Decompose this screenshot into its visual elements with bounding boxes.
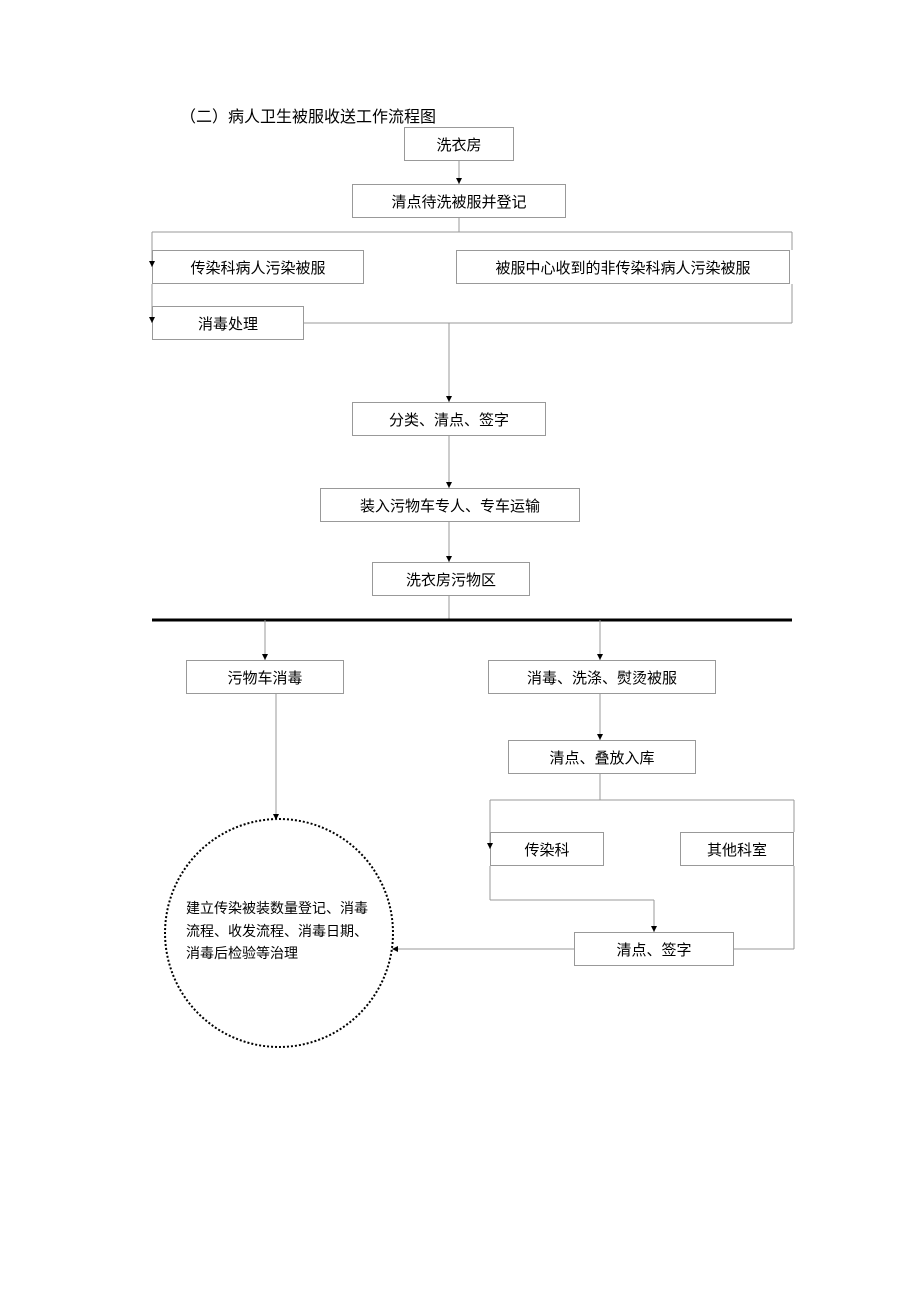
node-label: 传染科病人污染被服 [190, 257, 325, 278]
flowchart-title: （二）病人卫生被服收送工作流程图 [180, 103, 436, 127]
node-classify: 分类、清点、签字 [352, 402, 546, 436]
node-infectious-clothes: 传染科病人污染被服 [152, 250, 364, 284]
node-label: 被服中心收到的非传染科病人污染被服 [495, 257, 750, 278]
circle-note: 建立传染被装数量登记、消毒流程、收发流程、消毒日期、消毒后检验等治理 [164, 818, 394, 1048]
circle-note-text: 建立传染被装数量登记、消毒流程、收发流程、消毒日期、消毒后检验等治理 [186, 899, 372, 966]
node-wash-iron: 消毒、洗涤、熨烫被服 [488, 660, 716, 694]
node-noninfectious-clothes: 被服中心收到的非传染科病人污染被服 [456, 250, 790, 284]
node-label: 清点、签字 [616, 939, 691, 960]
node-label: 消毒、洗涤、熨烫被服 [527, 667, 677, 688]
node-count-sign: 清点、签字 [574, 932, 734, 966]
node-disinfect: 消毒处理 [152, 306, 304, 340]
node-label: 分类、清点、签字 [389, 409, 509, 430]
node-label: 传染科 [524, 839, 569, 860]
node-dirty-zone: 洗衣房污物区 [372, 562, 530, 596]
node-infectious-dept: 传染科 [490, 832, 604, 866]
node-label: 污物车消毒 [227, 667, 302, 688]
node-transport: 装入污物车专人、专车运输 [320, 488, 580, 522]
node-label: 装入污物车专人、专车运输 [360, 495, 540, 516]
node-label: 消毒处理 [198, 313, 258, 334]
node-stack-store: 清点、叠放入库 [508, 740, 696, 774]
node-label: 洗衣房污物区 [406, 569, 496, 590]
node-laundry: 洗衣房 [404, 127, 514, 161]
node-label: 洗衣房 [436, 134, 481, 155]
node-label: 清点、叠放入库 [549, 747, 654, 768]
node-count-register: 清点待洗被服并登记 [352, 184, 566, 218]
node-cart-disinfect: 污物车消毒 [186, 660, 344, 694]
node-label: 清点待洗被服并登记 [391, 191, 526, 212]
node-other-dept: 其他科室 [680, 832, 794, 866]
node-label: 其他科室 [707, 839, 767, 860]
